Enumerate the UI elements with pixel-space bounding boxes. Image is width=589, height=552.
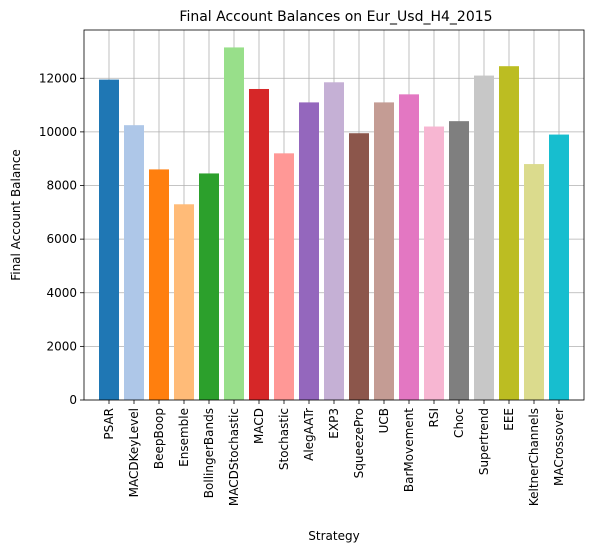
bar-stochastic xyxy=(274,153,294,400)
bar-ensemble xyxy=(174,204,194,400)
bar-supertrend xyxy=(474,75,494,400)
x-tick-label: BeepBoop xyxy=(152,408,166,469)
bar-exp3 xyxy=(324,82,344,401)
x-tick-label: EEE xyxy=(502,408,516,431)
x-tick-label: KeltnerChannels xyxy=(527,408,541,506)
bar-barmovement xyxy=(399,94,419,400)
bar-keltnerchannels xyxy=(524,164,544,400)
bars xyxy=(99,47,569,401)
x-tick-label: Supertrend xyxy=(477,408,491,475)
chart-title: Final Account Balances on Eur_Usd_H4_201… xyxy=(179,9,492,25)
y-tick-label: 4000 xyxy=(46,286,77,300)
y-tick-label: 2000 xyxy=(46,339,77,353)
y-axis-label: Final Account Balance xyxy=(9,149,23,281)
x-tick-label: MACrossover xyxy=(552,408,566,486)
y-tick-label: 10000 xyxy=(39,125,77,139)
bar-alegaatr xyxy=(299,102,319,401)
x-tick-label: BarMovement xyxy=(402,408,416,492)
bar-squeezepro xyxy=(349,133,369,400)
x-axis-label: Strategy xyxy=(308,529,359,543)
x-tick-label: Ensemble xyxy=(177,408,191,467)
x-tick-label: EXP3 xyxy=(327,408,341,439)
bar-beepboop xyxy=(149,169,169,400)
bar-choc xyxy=(449,121,469,400)
y-tick-label: 8000 xyxy=(46,179,77,193)
y-tick-label: 6000 xyxy=(46,232,77,246)
y-tick-label: 12000 xyxy=(39,71,77,85)
x-axis-ticks: PSAR MACDKeyLevel BeepBoop Ensemble Bollinge… xyxy=(102,400,566,506)
x-tick-label: Choc xyxy=(452,408,466,438)
x-tick-label: RSI xyxy=(427,408,441,428)
x-tick-label: MACDStochastic xyxy=(227,408,241,506)
bar-rsi xyxy=(424,126,444,401)
bar-ucb xyxy=(374,102,394,401)
bar-macdstochastic xyxy=(224,47,244,400)
bar-bollingerbands xyxy=(199,173,219,400)
bar-macdkeylevel xyxy=(124,125,144,401)
bar-eee xyxy=(499,66,519,401)
bar-psar xyxy=(99,79,119,401)
x-tick-label: MACD xyxy=(252,408,266,444)
x-tick-label: SqueezePro xyxy=(352,408,366,478)
bar-macrossover xyxy=(549,134,569,400)
x-tick-label: MACDKeyLevel xyxy=(127,408,141,497)
x-tick-label: Stochastic xyxy=(277,408,291,470)
y-axis-ticks: 0 2000 4000 6000 8000 10000 12000 xyxy=(39,71,84,407)
x-tick-label: UCB xyxy=(377,408,391,433)
x-tick-label: BollingerBands xyxy=(202,408,216,498)
y-tick-label: 0 xyxy=(69,393,77,407)
x-tick-label: AlegAATr xyxy=(302,408,316,461)
x-tick-label: PSAR xyxy=(102,408,116,440)
bar-macd xyxy=(249,88,269,400)
